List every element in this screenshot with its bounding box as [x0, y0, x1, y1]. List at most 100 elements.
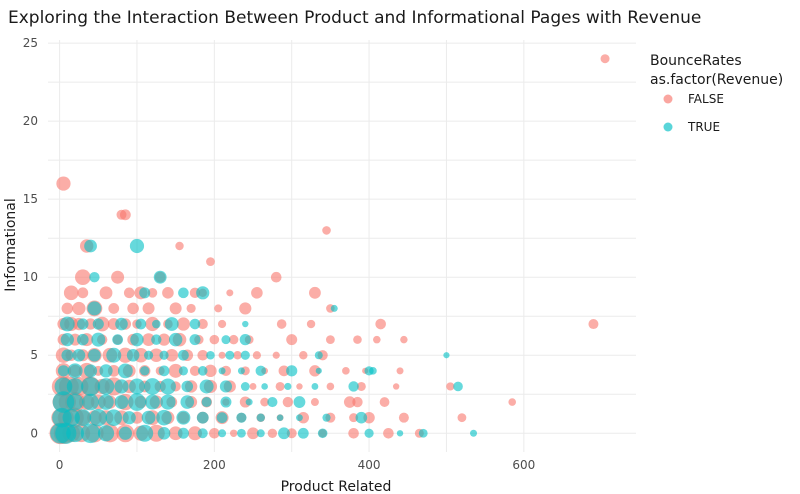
- y-tick-label: 15: [23, 192, 38, 206]
- point-false: [157, 333, 171, 346]
- point-false: [239, 302, 252, 315]
- point-true: [240, 350, 250, 360]
- point-true: [74, 409, 92, 427]
- point-true: [66, 393, 84, 411]
- point-false: [251, 287, 263, 299]
- point-false: [61, 302, 74, 315]
- point-true: [199, 379, 214, 394]
- legend-label-false: FALSE: [688, 92, 724, 106]
- point-false: [127, 302, 139, 315]
- y-tick-label: 0: [30, 426, 38, 440]
- point-false: [111, 270, 125, 284]
- point-false: [233, 351, 242, 360]
- point-true: [143, 350, 154, 360]
- point-false: [352, 396, 363, 408]
- point-true: [443, 352, 450, 359]
- point-false: [247, 427, 259, 440]
- point-true: [239, 334, 251, 346]
- point-true: [141, 410, 156, 425]
- point-false: [356, 381, 366, 391]
- point-true: [369, 367, 377, 375]
- point-false: [142, 302, 155, 315]
- point-false: [299, 351, 308, 360]
- point-true: [153, 270, 167, 284]
- point-true: [317, 428, 328, 439]
- point-false: [229, 429, 238, 437]
- point-false: [168, 363, 183, 378]
- point-false: [325, 335, 335, 345]
- point-true: [59, 316, 75, 332]
- point-true: [144, 394, 160, 410]
- point-true: [177, 427, 189, 439]
- point-true: [118, 426, 132, 440]
- point-true: [218, 429, 227, 438]
- point-false: [446, 382, 455, 391]
- point-false: [383, 427, 394, 439]
- point-true: [293, 396, 306, 408]
- point-true: [296, 414, 303, 422]
- point-true: [114, 395, 129, 409]
- point-true: [140, 366, 150, 376]
- point-true: [180, 395, 195, 409]
- point-true: [89, 408, 107, 427]
- x-tick-label: 400: [358, 458, 381, 472]
- point-true: [284, 382, 292, 391]
- point-true: [158, 365, 170, 377]
- point-true: [225, 350, 235, 360]
- point-true: [201, 397, 212, 408]
- point-true: [364, 428, 374, 438]
- point-true: [66, 424, 84, 443]
- point-true: [237, 367, 245, 375]
- point-false: [142, 333, 155, 347]
- point-false: [306, 319, 316, 329]
- point-false: [214, 304, 223, 313]
- point-true: [117, 363, 133, 379]
- point-true: [181, 380, 194, 393]
- point-false: [349, 413, 359, 423]
- point-true: [178, 287, 189, 299]
- point-false: [282, 396, 294, 408]
- point-false: [206, 257, 215, 267]
- point-true: [242, 320, 249, 328]
- point-false: [275, 381, 285, 391]
- point-true: [276, 414, 284, 421]
- point-true: [176, 410, 191, 425]
- point-true: [98, 394, 114, 410]
- point-true: [106, 347, 122, 363]
- point-false: [396, 367, 404, 375]
- point-true: [164, 317, 179, 331]
- point-true: [87, 301, 102, 316]
- point-false: [218, 351, 226, 359]
- point-true: [60, 333, 74, 347]
- point-true: [218, 367, 226, 375]
- point-true: [286, 365, 298, 377]
- point-false: [309, 286, 321, 299]
- point-true: [92, 318, 104, 330]
- chart-title: Exploring the Interaction Between Produc…: [8, 8, 701, 28]
- point-false: [209, 334, 220, 345]
- point-false: [508, 398, 517, 406]
- y-tick-label: 5: [30, 348, 38, 362]
- data-points: [49, 54, 610, 445]
- point-true: [80, 423, 101, 444]
- point-false: [379, 397, 390, 407]
- point-false: [267, 428, 278, 438]
- point-true: [221, 335, 231, 345]
- point-false: [186, 303, 196, 314]
- legend-title-line1: BounceRates: [650, 53, 742, 69]
- point-true: [322, 413, 331, 422]
- point-true: [311, 383, 319, 390]
- point-false: [348, 427, 359, 439]
- point-true: [82, 393, 99, 411]
- point-false: [63, 285, 79, 301]
- point-true: [136, 424, 154, 442]
- point-true: [178, 366, 188, 376]
- point-true: [112, 334, 124, 346]
- point-true: [297, 427, 309, 439]
- point-true: [89, 272, 100, 283]
- point-true: [151, 334, 162, 345]
- point-true: [168, 332, 183, 347]
- point-false: [400, 335, 408, 344]
- point-true: [159, 350, 169, 360]
